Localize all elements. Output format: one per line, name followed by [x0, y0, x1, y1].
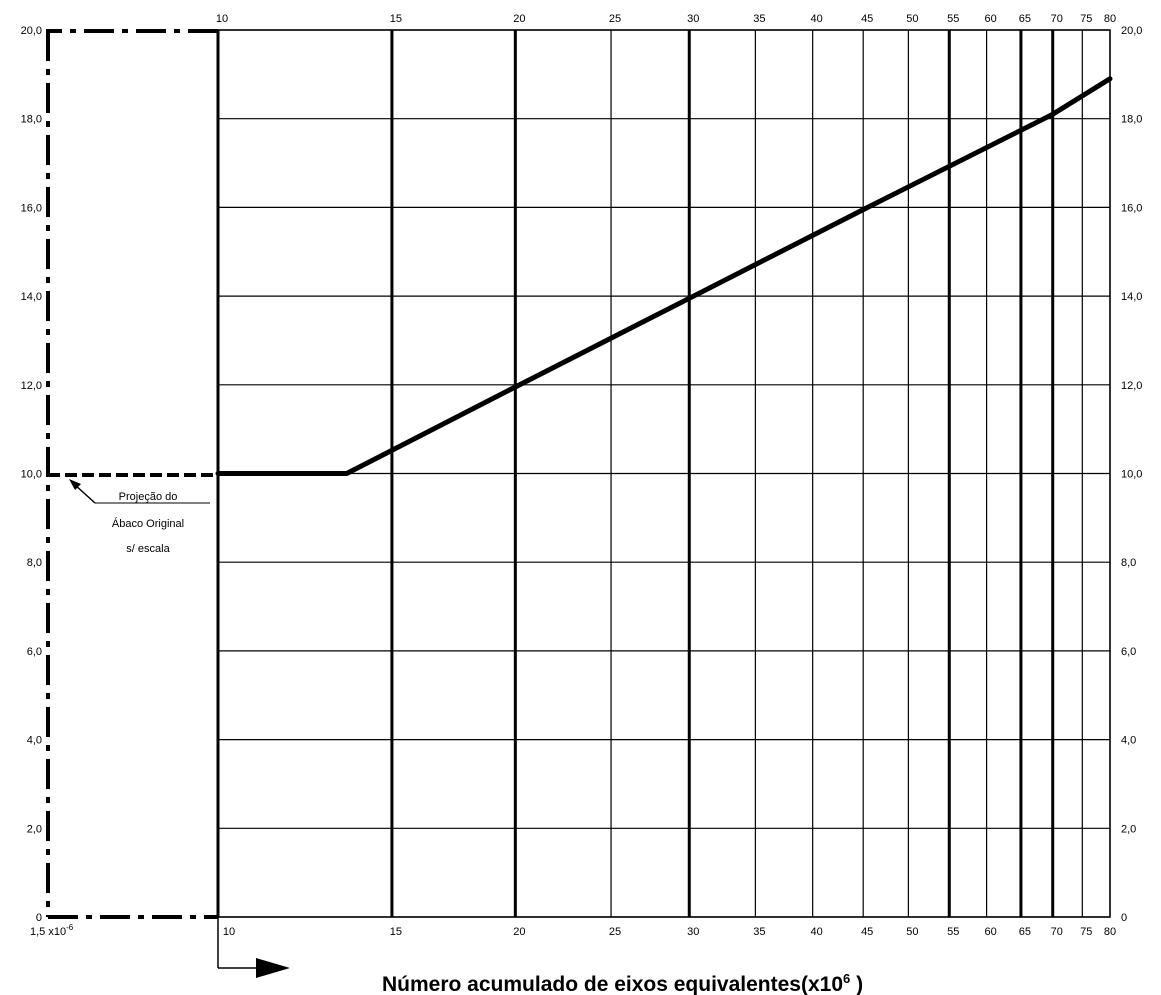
x-tick-label-bottom-55: 55: [947, 926, 959, 938]
y-tick-label-left-4: 4,0: [27, 735, 42, 747]
y-tick-label-right-2: 2,0: [1121, 823, 1136, 835]
y-tick-label-left-20: 20,0: [21, 25, 42, 37]
y-tick-label-left-6: 6,0: [27, 646, 42, 658]
x-tick-label-top-70: 70: [1051, 13, 1063, 25]
y-tick-label-right-0: 0: [1121, 912, 1127, 924]
x-tick-labels-bottom: 10 15 20 25 30 35 40 45 50 55 60 65 70 75 80: [223, 926, 1116, 938]
x-tick-label-top-40: 40: [811, 13, 823, 25]
y-tick-label-left-10: 10,0: [21, 469, 42, 481]
y-tick-label-left-0: 0: [36, 912, 42, 924]
x-tick-label-top-50: 50: [906, 13, 918, 25]
y-tick-label-right-12: 12,0: [1121, 380, 1142, 392]
x-tick-label-bottom-45: 45: [861, 926, 873, 938]
x-tick-label-top-65: 65: [1019, 13, 1031, 25]
annotation-line-3: s/ escala: [126, 543, 170, 555]
x-tick-label-top-45: 45: [861, 13, 873, 25]
x-tick-label-bottom-25: 25: [609, 926, 621, 938]
x-tick-label-bottom-80: 80: [1104, 926, 1116, 938]
x-tick-label-top-25: 25: [609, 13, 621, 25]
x-tick-label-bottom-20: 20: [513, 926, 525, 938]
x-tick-label-top-10: 10: [216, 13, 228, 25]
y-tick-label-right-4: 4,0: [1121, 735, 1136, 747]
projection-annotation: Projeção do Ábaco Original s/ escala: [69, 479, 210, 555]
x-tick-label-bottom-60: 60: [984, 926, 996, 938]
y-tick-label-right-18: 18,0: [1121, 114, 1142, 126]
y-tick-label-right-14: 14,0: [1121, 291, 1142, 303]
y-tick-label-left-2: 2,0: [27, 823, 42, 835]
y-tick-label-right-16: 16,0: [1121, 202, 1142, 214]
right-arrow-icon: [256, 958, 290, 978]
y-tick-label-left-12: 12,0: [21, 380, 42, 392]
x-tick-label-bottom-40: 40: [811, 926, 823, 938]
x-tick-label-top-20: 20: [513, 13, 525, 25]
x-tick-label-bottom-10: 10: [223, 926, 235, 938]
x-direction-arrow: [217, 917, 290, 978]
x-tick-label-bottom-75: 75: [1080, 926, 1092, 938]
horizontal-gridlines: [218, 29, 1110, 918]
x-tick-label-bottom-65: 65: [1019, 926, 1031, 938]
x-tick-label-bottom-35: 35: [753, 926, 765, 938]
annotation-line-1: Projeção do: [119, 491, 178, 503]
x-tick-label-bottom-30: 30: [687, 926, 699, 938]
y-tick-labels-left: 0 2,0 4,0 6,0 8,0 10,0 12,0 14,0 16,0 18,0 20,0: [21, 25, 42, 924]
y-tick-label-right-6: 6,0: [1121, 646, 1136, 658]
y-tick-label-left-18: 18,0: [21, 114, 42, 126]
x-tick-label-top-80: 80: [1104, 13, 1116, 25]
y-tick-label-left-8: 8,0: [27, 557, 42, 569]
x-tick-label-top-30: 30: [687, 13, 699, 25]
y-tick-label-right-10: 10,0: [1121, 469, 1142, 481]
y-tick-labels-right: 0 2,0 4,0 6,0 8,0 10,0 12,0 14,0 16,0 18,0 20,0: [1121, 25, 1142, 924]
annotation-arrow-icon: [69, 479, 81, 490]
x-tick-label-top-35: 35: [753, 13, 765, 25]
x-tick-label-top-55: 55: [947, 13, 959, 25]
x-tick-label-top-15: 15: [390, 13, 402, 25]
y-tick-label-right-8: 8,0: [1121, 557, 1136, 569]
x-tick-label-bottom-15: 15: [390, 926, 402, 938]
x-tick-labels-top: 10 15 20 25 30 35 40 45 50 55 60 65 70 75 80: [216, 13, 1116, 25]
x-tick-label-bottom-50: 50: [906, 926, 918, 938]
x-tick-label-top-75: 75: [1080, 13, 1092, 25]
y-tick-label-right-20: 20,0: [1121, 25, 1142, 37]
annotation-line-2: Ábaco Original: [112, 517, 184, 530]
x-tick-label-top-60: 60: [984, 13, 996, 25]
x-origin-label: 1,5 x10-6: [30, 923, 74, 938]
x-tick-label-bottom-70: 70: [1051, 926, 1063, 938]
series-line: [215, 76, 1113, 476]
x-axis-title: Número acumulado de eixos equivalentes(x…: [382, 971, 863, 995]
y-tick-label-left-16: 16,0: [21, 202, 42, 214]
y-tick-label-left-14: 14,0: [21, 291, 42, 303]
